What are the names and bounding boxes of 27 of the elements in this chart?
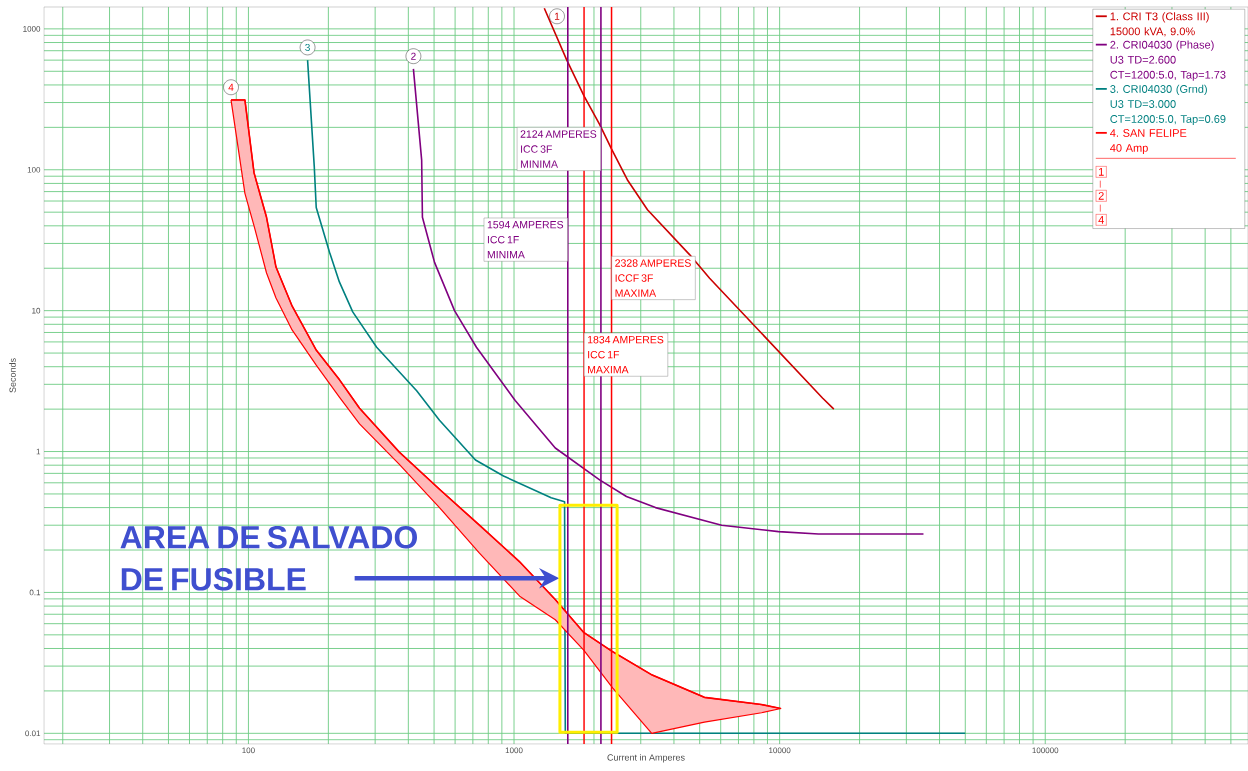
x-tick-label: 100000 [1032,747,1059,754]
annotation: 1 [1098,168,1104,176]
annotation: 2 [1098,191,1104,200]
y-axis-title: Seconds [9,358,16,393]
y-tick-label: 0.01 [25,730,41,737]
ref-line-label: 1594 AMPERES ICC 1F MINIMA [487,220,564,259]
x-tick-label: 1000 [505,747,523,754]
x-axis-title: Current in Amperes [607,754,685,763]
legend-label: 1. CRI T3 (Class III) 15000 kVA, 9.0% [1110,12,1209,37]
annotation: 1 [554,12,560,20]
annotation: 2 [411,52,416,60]
y-tick-label: 1 [36,448,41,455]
y-tick-label: 0.1 [29,589,41,596]
legend-label: 3. CRI04030 (Grnd) U3 TD=3.000 CT=1200:5.0, Tap=0.69 [1110,84,1226,126]
annotation: 4 [1098,216,1104,224]
ref-line-label: 2124 AMPERES ICC 3F MINIMA [520,130,597,168]
legend-label: 4. SAN FELIPE 40 Amp [1110,129,1187,155]
y-tick-label: 100 [27,166,41,173]
legend-label: 2. CRI04030 (Phase) U3 TD=2.600 CT=1200:5.0, Tap=1.73 [1110,40,1226,81]
ref-line-label: 1834 AMPERES ICC 1F MAXIMA [587,335,664,374]
x-tick-label: 10000 [769,747,791,754]
x-tick-label: 100 [242,747,255,754]
y-tick-label: 10 [32,307,41,314]
annotation: 4 [228,83,234,91]
y-tick-label: 1000 [23,26,41,32]
ref-line-label: 2328 AMPERES ICCF 3F MAXIMA [615,259,691,297]
annotation: 3 [305,43,310,51]
